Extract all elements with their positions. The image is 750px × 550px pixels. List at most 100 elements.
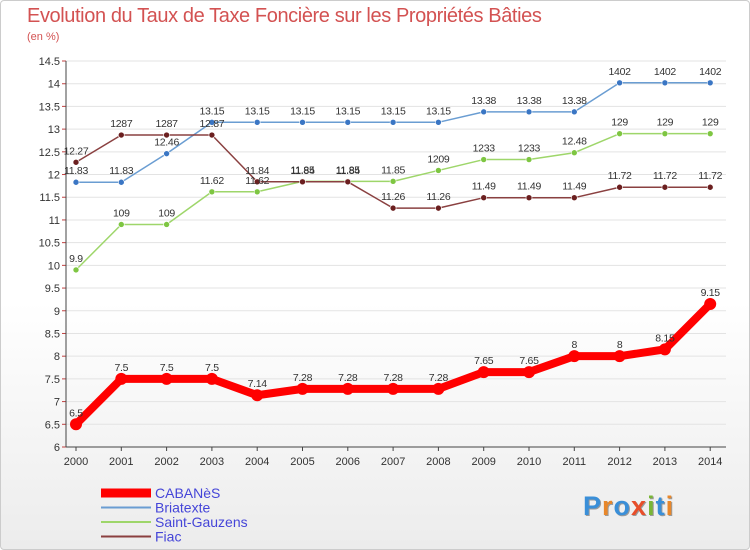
data-label: 9.9 — [69, 253, 83, 265]
legend-label: Fiac — [155, 529, 181, 545]
data-point — [568, 350, 581, 363]
data-label: 7.5 — [114, 362, 128, 374]
x-tick-label: 2014 — [698, 456, 722, 468]
data-label: 12.48 — [562, 136, 587, 148]
x-tick-label: 2006 — [336, 456, 360, 468]
data-label: 12.27 — [64, 145, 89, 157]
y-tick-label: 9 — [54, 306, 60, 318]
y-tick-label: 10.5 — [39, 238, 60, 250]
data-point — [616, 183, 623, 191]
data-label: 1287 — [156, 118, 179, 130]
data-label: 8.15 — [655, 332, 675, 344]
y-tick-label: 6 — [54, 442, 60, 454]
legend-label: CABANèS — [155, 485, 220, 501]
data-point — [208, 188, 216, 196]
data-point — [525, 156, 533, 163]
data-label: 7.14 — [248, 378, 268, 390]
y-tick-label: 14 — [48, 79, 60, 91]
y-tick-label: 7.5 — [45, 374, 60, 386]
data-point — [613, 350, 626, 363]
x-tick-label: 2009 — [471, 456, 495, 468]
x-tick-label: 2005 — [290, 456, 314, 468]
data-point — [525, 194, 533, 201]
data-point — [387, 382, 400, 395]
data-label: 13.38 — [517, 95, 542, 107]
data-label: 11.49 — [562, 181, 586, 193]
data-label: 11.72 — [608, 170, 632, 182]
data-point — [706, 183, 714, 191]
data-point — [299, 178, 306, 186]
data-label: 11.84 — [291, 165, 315, 177]
y-tick-label: 8.5 — [45, 328, 60, 340]
data-point — [570, 108, 578, 116]
data-point — [118, 178, 125, 186]
data-label: 12.46 — [154, 137, 179, 149]
data-point — [253, 119, 261, 126]
data-label: 7.28 — [338, 372, 358, 384]
data-label: 129 — [611, 117, 628, 129]
x-tick-label: 2008 — [426, 456, 450, 468]
data-label: 129 — [657, 117, 674, 129]
data-label: 1233 — [473, 143, 496, 155]
data-point — [480, 156, 488, 163]
data-label: 13.15 — [381, 105, 406, 117]
data-label: 11.83 — [109, 165, 133, 177]
data-label: 7.65 — [519, 355, 539, 367]
logo-letter: P — [583, 491, 603, 521]
data-label: 13.38 — [562, 95, 587, 107]
x-tick-label: 2003 — [200, 456, 224, 468]
data-point — [525, 108, 533, 116]
data-label: 1402 — [654, 66, 677, 78]
data-point — [163, 221, 170, 228]
data-point — [435, 204, 442, 212]
data-point — [341, 382, 354, 395]
data-point — [570, 149, 578, 157]
data-label: 1233 — [518, 143, 541, 155]
legend-label: Saint-Gauzens — [155, 514, 248, 530]
data-label: 13.15 — [335, 105, 360, 117]
data-label: 11.85 — [336, 164, 360, 176]
legend-label: Briatexte — [155, 500, 210, 516]
data-point — [118, 221, 125, 228]
data-label: 13.15 — [245, 105, 270, 117]
data-label: 13.15 — [426, 105, 451, 117]
data-point — [208, 119, 216, 126]
data-label: 7.5 — [205, 362, 219, 374]
y-tick-label: 6.5 — [45, 419, 60, 431]
logo-letter: i — [647, 491, 656, 521]
x-tick-label: 2002 — [154, 456, 178, 468]
data-label: 7.28 — [293, 372, 313, 384]
data-label: 1209 — [427, 153, 450, 165]
data-point — [118, 131, 125, 139]
proxiti-logo: Proxiti — [583, 491, 674, 522]
data-point — [477, 366, 490, 379]
data-point — [661, 79, 669, 87]
y-tick-label: 13.5 — [39, 101, 60, 113]
logo-letter: o — [613, 491, 632, 521]
data-point — [389, 204, 397, 212]
data-label: 9.15 — [701, 287, 721, 299]
data-point — [160, 372, 173, 385]
data-label: 13.15 — [290, 105, 315, 117]
data-point — [616, 130, 623, 137]
logo-letter: t — [655, 491, 666, 521]
data-label: 11.62 — [200, 175, 224, 187]
y-tick-label: 11 — [49, 215, 60, 227]
data-point — [389, 119, 397, 126]
data-label: 109 — [113, 207, 130, 219]
logo-letter: i — [665, 491, 675, 521]
data-point — [163, 131, 170, 139]
data-label: 11.84 — [245, 165, 269, 177]
data-label: 7.5 — [160, 362, 174, 374]
data-point — [432, 382, 445, 395]
data-point — [163, 150, 170, 157]
data-label: 11.85 — [291, 164, 315, 176]
data-point — [706, 79, 714, 87]
data-point — [616, 79, 623, 87]
data-label: 129 — [702, 117, 719, 129]
y-tick-label: 9.5 — [45, 283, 60, 295]
y-tick-label: 12.5 — [39, 147, 60, 159]
data-point — [251, 389, 264, 402]
data-point — [299, 119, 306, 126]
data-point — [570, 194, 578, 201]
